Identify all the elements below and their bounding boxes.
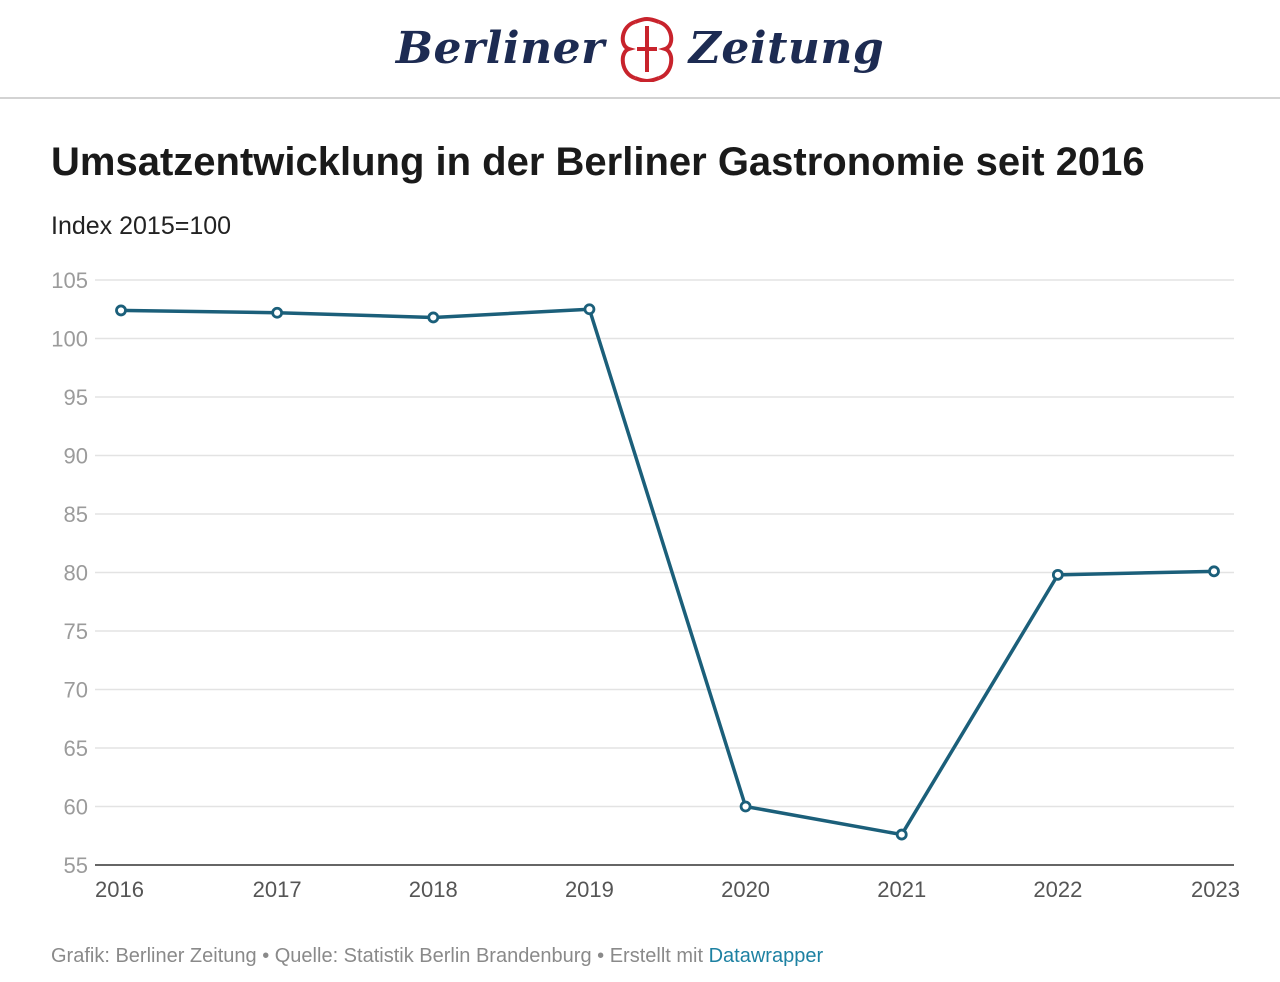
series-lines	[119, 307, 1216, 837]
x-tick-label: 2020	[721, 877, 770, 902]
y-tick-label: 85	[64, 502, 88, 527]
data-point	[1051, 568, 1064, 581]
y-tick-label: 100	[51, 327, 88, 352]
y-tick-label: 95	[64, 385, 88, 410]
logo-word-right: Zeitung	[688, 23, 885, 74]
chart-title: Umsatzentwicklung in der Berliner Gastro…	[51, 140, 1145, 184]
data-point	[895, 828, 908, 841]
chart-footer: Grafik: Berliner Zeitung • Quelle: Stati…	[51, 945, 823, 968]
x-tick-label: 2016	[95, 877, 144, 902]
y-tick-label: 60	[64, 795, 88, 820]
y-tick-label: 105	[51, 268, 88, 293]
berliner-zeitung-logo[interactable]: Berliner Zeitung	[396, 16, 884, 82]
y-tick-label: 70	[64, 678, 88, 703]
data-point	[1208, 565, 1220, 578]
gridlines	[95, 279, 1234, 866]
chart-subtitle: Index 2015=100	[51, 212, 232, 240]
y-tick-label: 65	[64, 736, 88, 761]
x-tick-label: 2023	[1191, 877, 1240, 902]
x-tick-label: 2017	[253, 877, 302, 902]
y-tick-label: 80	[64, 561, 88, 586]
data-point	[739, 800, 752, 813]
x-tick-label: 2021	[877, 877, 926, 902]
y-tick-label: 55	[64, 853, 88, 878]
x-tick-label: 2018	[409, 877, 458, 902]
series-points	[115, 303, 1220, 841]
bear-emblem-icon	[620, 16, 673, 82]
x-tick-label: 2022	[1033, 877, 1082, 902]
x-axis-ticks: 2016 2017 2018 2019 2020 2021 2022 2023	[95, 877, 1240, 902]
series-line	[119, 307, 1216, 837]
y-tick-label: 90	[64, 444, 88, 469]
y-tick-label: 75	[64, 619, 88, 644]
footer-credits: Grafik: Berliner Zeitung • Quelle: Stati…	[51, 945, 709, 967]
data-point	[583, 303, 596, 316]
data-point	[115, 304, 127, 317]
logo-word-left: Berliner	[395, 23, 605, 74]
datawrapper-link[interactable]: Datawrapper	[708, 945, 824, 967]
data-point	[271, 306, 284, 319]
x-tick-label: 2019	[565, 877, 614, 902]
data-point	[427, 311, 440, 324]
y-axis-ticks: 105 100 95 90 85 80 75 70 65 60 55	[51, 268, 88, 878]
masthead: Berliner Zeitung	[0, 0, 1280, 99]
